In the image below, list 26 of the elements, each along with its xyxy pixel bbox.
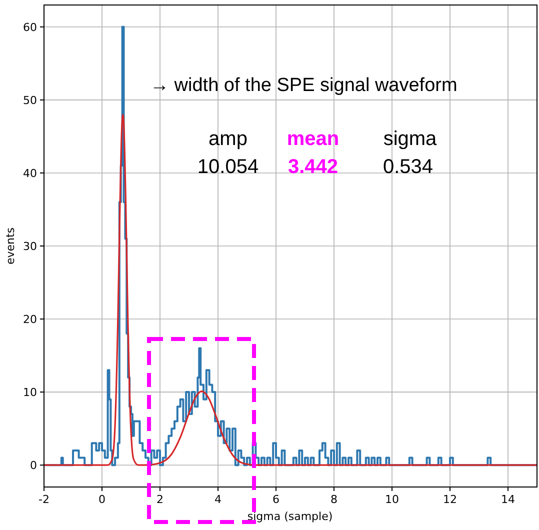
y-tick-label: 50 <box>23 94 37 107</box>
y-tick-label: 0 <box>30 459 37 472</box>
y-tick-label: 40 <box>23 166 37 180</box>
x-tick-label: 10 <box>385 493 399 506</box>
x-tick-label: 14 <box>501 493 515 506</box>
x-tick-label: 8 <box>330 493 338 506</box>
annotation: → width of the SPE signal waveform <box>150 75 458 96</box>
annotation: 10.054 <box>197 156 259 178</box>
y-axis-title: events <box>4 227 17 265</box>
annotation: mean <box>286 128 340 150</box>
y-tick-label: 20 <box>23 313 37 326</box>
y-tick-label: 30 <box>23 240 37 253</box>
annotation: amp <box>208 128 248 150</box>
x-tick-label: 6 <box>272 493 280 506</box>
x-axis-title: sigma (sample) <box>247 510 333 523</box>
annotation: 3.442 <box>288 156 338 178</box>
x-tick-label: 4 <box>214 493 222 506</box>
x-tick-label: 12 <box>443 493 457 506</box>
x-tick-label: -2 <box>38 493 50 506</box>
line-series <box>44 114 537 466</box>
annotation: sigma <box>383 128 438 150</box>
y-tick-label: 10 <box>23 386 37 400</box>
annotation: 0.534 <box>382 156 434 178</box>
x-tick-label: 2 <box>156 493 164 506</box>
y-tick-label: 60 <box>23 20 37 34</box>
x-tick-label: 0 <box>98 493 106 506</box>
